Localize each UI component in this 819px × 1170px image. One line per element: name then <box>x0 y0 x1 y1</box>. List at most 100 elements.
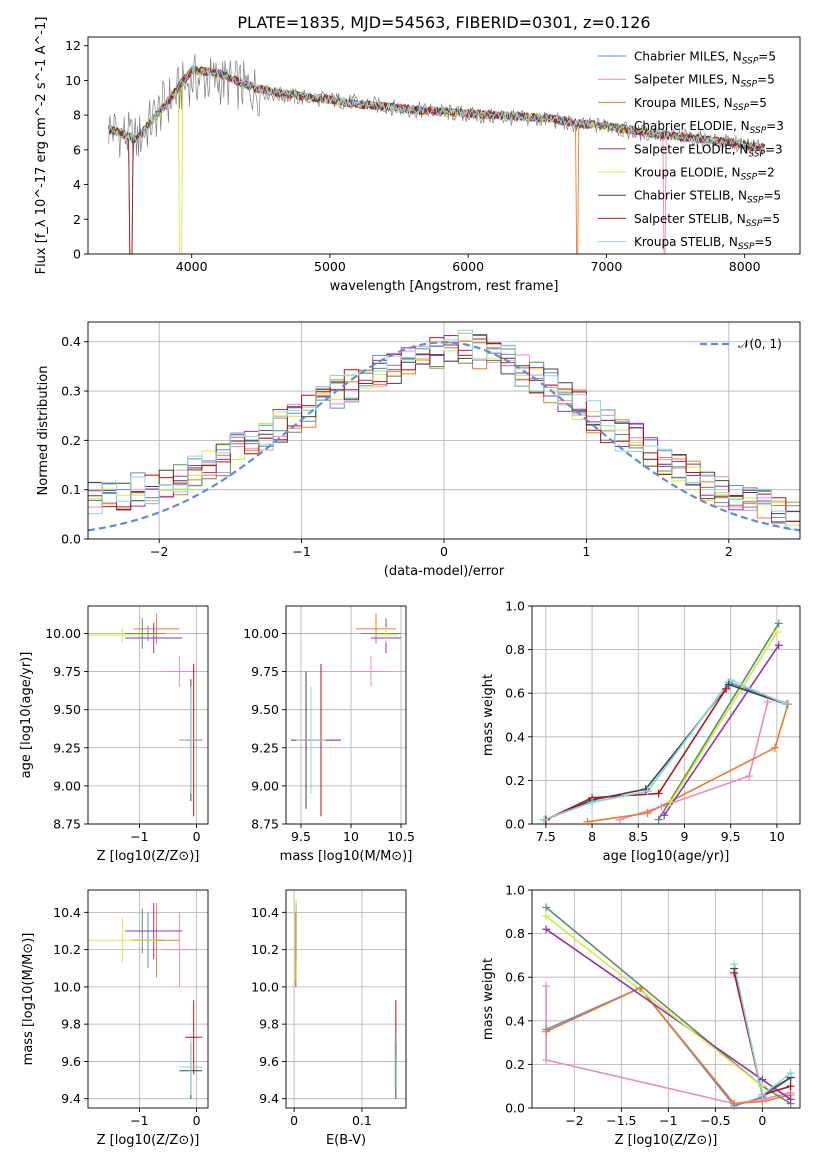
x-tick-label: 8 <box>588 829 596 844</box>
x-tick-label: −1.5 <box>606 1113 636 1128</box>
y-tick-label: 9.75 <box>53 664 81 679</box>
legend-label-salpeter_stelib: Salpeter STELIB, NSSP=5 <box>634 212 780 229</box>
histogram-chabrier_stelib <box>88 334 800 521</box>
weight-line-salpeter_miles <box>619 701 769 821</box>
legend-label-salpeter_elodie: Salpeter ELODIE, NSSP=3 <box>634 142 783 159</box>
x-tick-label: 0 <box>290 1113 298 1128</box>
weight-marker-kroupa_stelib <box>643 787 652 796</box>
weight-marker-kroupa_stelib <box>588 798 597 807</box>
weight-marker-salpeter_elodie <box>542 925 551 934</box>
weight-marker-salpeter_miles <box>542 981 551 990</box>
chart-mass_vs_ebv: 0 0.1 9.4 9.6 9.8 10.0 10.2 10.4 E(B-V) <box>251 889 407 1148</box>
weight-marker-kroupa_stelib <box>758 1090 767 1099</box>
x-tick-label: −1 <box>130 1113 148 1128</box>
x-tick-label: 0 <box>193 829 201 844</box>
x-tick-label: 0 <box>440 544 448 559</box>
y-tick-label: 0.0 <box>505 817 525 832</box>
weight-marker-kroupa_elodie <box>666 798 675 807</box>
legend-label-normal: 𝒩(0, 1) <box>738 337 782 351</box>
y-tick-label: 0.2 <box>505 773 525 788</box>
axes-decoration: −2 −1.5 −1 −0.5 0 0.0 0.2 0.4 0.6 0.8 1.0 Z [log10(… <box>481 883 801 1148</box>
x-axis-label: Z [log10(Z/Z⊙)] <box>97 849 200 864</box>
y-axis-label: Flux [f_λ 10^-17 erg cm^-2 s^-1 A^-1] <box>34 17 49 275</box>
legend-label-kroupa_elodie: Kroupa ELODIE, NSSP=2 <box>634 166 775 183</box>
x-tick-label: 9.5 <box>721 829 741 844</box>
x-tick-label: 8000 <box>729 259 761 274</box>
x-tick-label: 2 <box>725 544 733 559</box>
plot-area <box>88 613 203 817</box>
y-tick-label: 10.4 <box>53 905 81 920</box>
weight-marker-kroupa_stelib <box>730 960 739 969</box>
model-line-kroupa_stelib <box>108 66 765 151</box>
x-tick-label: 10 <box>343 829 359 844</box>
y-tick-label: 12 <box>65 38 81 53</box>
plot-area <box>88 329 800 532</box>
weight-marker-chabrier_elodie <box>542 903 551 912</box>
legend-label-chabrier_stelib: Chabrier STELIB, NSSP=5 <box>634 189 781 206</box>
y-tick-label: 9.75 <box>251 664 279 679</box>
x-tick-label: 0.1 <box>352 1113 372 1128</box>
x-tick-label: −1 <box>659 1113 677 1128</box>
y-axis-label: Normed distribution <box>36 366 51 496</box>
histogram-salpeter_stelib <box>88 337 800 528</box>
x-axis-label: mass [log10(M/M⊙)] <box>280 849 413 864</box>
y-tick-label: 9.25 <box>53 740 81 755</box>
weight-line-kroupa_elodie <box>669 631 778 803</box>
y-axis-label: age [log10(age/yr)] <box>19 652 34 779</box>
y-tick-label: 0.2 <box>505 1057 525 1072</box>
weight-line-chabrier_elodie <box>657 622 780 821</box>
normal-curve <box>88 341 800 532</box>
weight-line-kroupa_miles <box>587 703 789 823</box>
axes-frame <box>87 36 801 255</box>
x-tick-label: −2 <box>565 1113 583 1128</box>
x-tick-label: 1 <box>582 544 590 559</box>
y-tick-label: 9.4 <box>61 1091 81 1106</box>
legend-label-kroupa_miles: Kroupa MILES, NSSP=5 <box>634 96 767 113</box>
plot-area <box>88 903 203 1099</box>
x-tick-label: 9.5 <box>291 829 311 844</box>
weight-marker-salpeter_elodie <box>774 641 783 650</box>
x-axis-label: age [log10(age/yr)] <box>603 849 730 864</box>
weight-marker-salpeter_stelib <box>786 1082 795 1091</box>
weight-marker-salpeter_stelib <box>722 684 731 693</box>
legend-label-salpeter_miles: Salpeter MILES, NSSP=5 <box>634 73 775 90</box>
weight-marker-salpeter_miles <box>745 772 754 781</box>
y-tick-label: 9.8 <box>259 1017 279 1032</box>
weight-marker-chabrier_elodie <box>654 815 663 824</box>
y-tick-label: 10.0 <box>53 979 81 994</box>
weight-marker-salpeter_elodie <box>786 1095 795 1104</box>
y-tick-label: 10.00 <box>243 626 279 641</box>
weight-line-chabrier_miles <box>543 681 789 821</box>
y-tick-label: 0.4 <box>505 729 525 744</box>
weight-marker-kroupa_miles <box>643 809 652 818</box>
y-tick-label: 9.00 <box>251 778 279 793</box>
axes-decoration: 9.5 10 10.5 8.75 9.00 9.25 9.50 9.75 10.00 mass [… <box>243 605 415 864</box>
x-tick-label: 7000 <box>591 259 623 274</box>
plot-area <box>543 622 789 823</box>
y-tick-label: 9.4 <box>259 1091 279 1106</box>
x-tick-label: 0 <box>758 1113 766 1128</box>
weight-marker-salpeter_miles <box>542 1056 551 1065</box>
weight-marker-salpeter_stelib <box>730 968 739 977</box>
axes-decoration: 7.5 8 8.5 9 9.5 10 0.0 0.2 0.4 0.6 0.8 1.0 age [log1… <box>481 599 801 864</box>
x-tick-label: 4000 <box>176 259 208 274</box>
y-tick-label: 10.2 <box>53 942 81 957</box>
weight-marker-salpeter_miles <box>763 697 772 706</box>
y-tick-label: 6 <box>73 142 81 157</box>
x-tick-label: 6000 <box>452 259 484 274</box>
chart-spectrum: 4000 5000 6000 7000 8000 0 2 4 6 8 10 12 wavelength … <box>34 13 801 294</box>
histogram-kroupa_stelib <box>88 329 800 530</box>
plot-area <box>108 53 766 254</box>
axes-decoration: 0 0.1 9.4 9.6 9.8 10.0 10.2 10.4 E(B-V) <box>251 889 407 1148</box>
weight-line-chabrier_stelib <box>545 683 787 821</box>
weight-marker-kroupa_miles <box>583 817 592 826</box>
y-tick-label: 9.8 <box>61 1017 81 1032</box>
x-axis-label: wavelength [Angstrom, rest frame] <box>330 279 559 294</box>
axes-frame <box>87 605 209 825</box>
y-tick-label: 0.0 <box>505 1101 525 1116</box>
weight-marker-salpeter_miles <box>615 815 624 824</box>
y-tick-label: 10.4 <box>251 905 279 920</box>
axes-frame <box>285 605 407 825</box>
chart-weight_vs_Z: −2 −1.5 −1 −0.5 0 0.0 0.2 0.4 0.6 0.8 1.0 Z [log10(… <box>481 883 801 1148</box>
